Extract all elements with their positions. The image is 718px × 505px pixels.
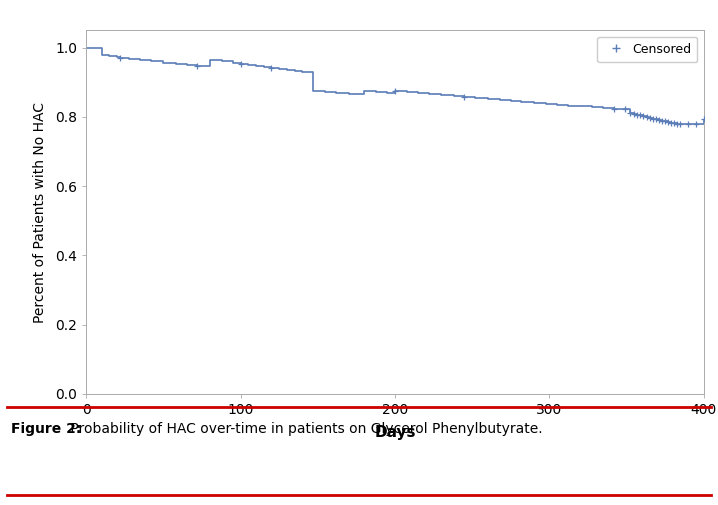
Point (653, 116, 665, 124)
Text: Figure 2:: Figure 2: (11, 422, 81, 436)
Point (266, 64, 277, 72)
Text: Probability of HAC over-time in patients on Glycerol Phenylbutyrate.: Probability of HAC over-time in patients… (66, 422, 543, 436)
Point (659, 117, 671, 125)
Point (663, 118, 674, 126)
Point (235, 60, 246, 68)
Point (608, 105, 620, 113)
Point (698, 115, 709, 123)
Point (668, 119, 680, 127)
Point (647, 115, 658, 123)
Point (675, 120, 686, 128)
Point (671, 120, 683, 128)
Point (644, 114, 656, 122)
Y-axis label: Percent of Patients with No HAC: Percent of Patients with No HAC (33, 102, 47, 323)
Point (690, 120, 701, 128)
Point (650, 115, 661, 123)
Point (682, 120, 694, 128)
Point (624, 110, 635, 118)
Point (619, 105, 630, 113)
Point (635, 112, 646, 120)
Point (656, 117, 668, 125)
Point (640, 113, 652, 121)
Point (632, 111, 643, 119)
Point (114, 55, 126, 63)
Point (389, 87, 401, 95)
Point (628, 110, 640, 118)
Point (459, 93, 470, 101)
Legend: Censored: Censored (597, 36, 697, 62)
X-axis label: Days: Days (374, 425, 416, 440)
Point (666, 119, 677, 127)
Point (192, 62, 203, 70)
Point (638, 112, 649, 120)
